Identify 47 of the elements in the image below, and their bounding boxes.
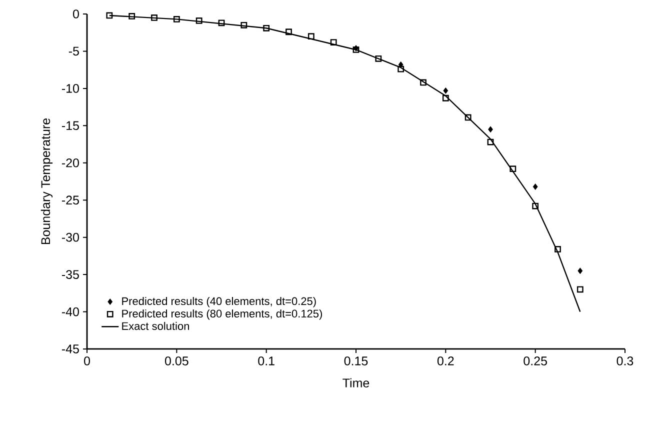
y-axis-title: Boundary Temperature	[40, 118, 53, 244]
point	[286, 28, 292, 36]
point	[464, 114, 472, 121]
x-tick-label: 0.25	[524, 356, 547, 366]
x-tick-label: 0.15	[344, 356, 368, 366]
legend-label: Predicted results (40 elements, dt=0.25)	[122, 296, 316, 308]
legend-label: Predicted results (80 elements, dt=0.125)	[122, 309, 322, 320]
y-tick-label: -25	[62, 196, 79, 205]
y-tick-label: -45	[62, 344, 79, 354]
point	[375, 55, 382, 62]
x-tick-label: 0.2	[437, 356, 454, 366]
point	[578, 268, 583, 274]
y-tick-label: -5	[68, 46, 79, 56]
y-tick-label: -35	[62, 270, 79, 279]
point	[488, 126, 493, 133]
point	[218, 20, 225, 26]
point	[576, 286, 584, 293]
point	[487, 138, 494, 146]
point	[173, 16, 180, 22]
x-axis-title: Time	[342, 378, 370, 388]
point	[263, 24, 270, 32]
point	[510, 166, 516, 172]
y-tick-label: 0	[73, 10, 79, 18]
point	[151, 14, 158, 21]
x-tick-label: 0.3	[616, 356, 634, 366]
x-tick-label: 0.05	[164, 356, 188, 366]
point	[443, 87, 448, 94]
point	[398, 66, 404, 72]
y-tick-label: -40	[62, 307, 79, 316]
point	[532, 184, 538, 190]
point	[420, 79, 426, 86]
x-tick-label: 0.1	[258, 356, 274, 366]
point	[554, 246, 561, 252]
point	[196, 18, 202, 24]
y-tick-label: -10	[62, 84, 79, 93]
x-tick-label: 0	[84, 356, 90, 366]
point	[106, 12, 113, 19]
point	[330, 39, 337, 46]
point	[128, 13, 136, 20]
point	[532, 202, 539, 210]
y-tick-label: -30	[62, 232, 79, 242]
y-tick-label: -15	[62, 121, 79, 130]
y-tick-label: -20	[62, 158, 79, 168]
point	[308, 33, 314, 40]
legend-label: Exact solution	[122, 322, 189, 330]
point	[442, 94, 449, 102]
point	[240, 22, 248, 28]
